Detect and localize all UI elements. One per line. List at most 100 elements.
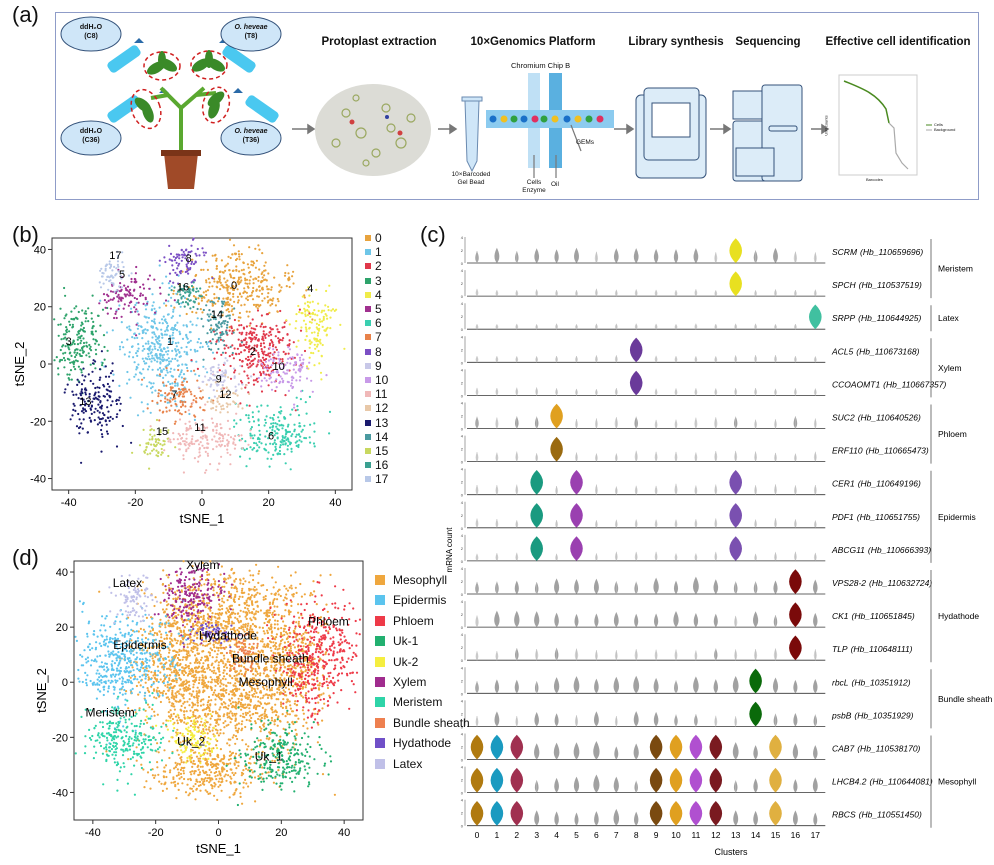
scatter-point	[242, 291, 245, 295]
scatter-point	[256, 604, 259, 607]
scatter-point	[162, 722, 165, 725]
scatter-point	[175, 292, 178, 295]
scatter-point	[80, 390, 83, 393]
scatter-point	[151, 622, 154, 625]
violin	[769, 801, 782, 826]
scatter-point	[205, 342, 208, 345]
scatter-point	[282, 337, 285, 340]
scatter-point	[191, 435, 194, 438]
scatter-point	[233, 596, 236, 599]
scatter-point	[261, 276, 264, 279]
scatter-point	[121, 271, 124, 274]
scatter-point	[213, 646, 216, 649]
plot-frame	[51, 237, 353, 491]
scatter-point	[164, 260, 167, 264]
scatter-point	[257, 410, 260, 413]
scatter-point	[110, 274, 113, 277]
violin	[613, 248, 619, 263]
scatter-point	[186, 298, 190, 301]
scatter-point	[247, 350, 251, 353]
scatter-point	[257, 650, 260, 653]
scatter-point	[255, 691, 258, 694]
scatter-point	[192, 295, 196, 298]
gene-label: RBCS (Hb_110551450)	[832, 810, 922, 820]
scatter-point	[220, 455, 223, 458]
cluster-tick-label: 6	[594, 830, 599, 840]
violin	[713, 679, 719, 694]
scatter-point	[215, 429, 218, 432]
scatter-point	[116, 295, 119, 298]
scatter-point	[173, 615, 177, 618]
scatter-point	[275, 633, 278, 636]
scatter-point	[175, 700, 178, 703]
scatter-point	[152, 320, 155, 323]
scatter-point	[265, 357, 268, 361]
scatter-point	[160, 318, 164, 321]
scatter-point	[116, 250, 119, 253]
scatter-point	[191, 565, 194, 568]
scatter-point	[176, 301, 180, 304]
scatter-point	[176, 382, 179, 385]
scatter-point	[128, 325, 131, 328]
scatter-point	[287, 389, 290, 392]
scatter-point	[282, 379, 285, 382]
scatter-point	[118, 384, 121, 387]
scatter-point	[235, 353, 238, 356]
scatter-point	[84, 375, 87, 378]
scatter-point	[144, 636, 147, 640]
scatter-point	[155, 449, 158, 452]
violin	[789, 635, 802, 661]
scatter-point	[83, 400, 86, 403]
scatter-point	[219, 336, 222, 339]
scatter-point	[104, 269, 107, 272]
scatter-point	[239, 714, 242, 717]
scatter-point	[133, 288, 136, 291]
row-y-tick-label: 0	[461, 758, 464, 763]
scatter-point	[166, 686, 169, 689]
scatter-point	[206, 289, 210, 292]
scatter-point	[182, 702, 185, 705]
scatter-point	[167, 313, 170, 316]
scatter-point	[284, 363, 287, 366]
scatter-point	[167, 340, 171, 344]
scatter-point	[221, 600, 224, 603]
scatter-point	[127, 304, 130, 307]
scatter-point	[80, 461, 83, 464]
scatter-point	[288, 323, 291, 326]
scatter-point	[281, 438, 284, 441]
legend-label: 14	[375, 429, 389, 444]
scatter-point	[252, 373, 255, 376]
scatter-point	[85, 312, 88, 315]
scatter-point	[184, 666, 187, 670]
scatter-point	[176, 639, 179, 642]
cluster-tick-label: 8	[634, 830, 639, 840]
scatter-point	[177, 299, 180, 302]
scatter-point	[137, 347, 140, 350]
scatter-point	[174, 692, 177, 695]
scatter-point	[258, 446, 261, 449]
legend-swatch	[365, 291, 371, 298]
scatter-point	[273, 439, 276, 442]
scatter-point	[272, 615, 275, 619]
scatter-point	[189, 724, 192, 727]
scatter-point	[271, 371, 274, 374]
scatter-point	[283, 274, 287, 277]
scatter-point	[277, 416, 280, 419]
scatter-point	[175, 261, 178, 264]
scatter-point	[194, 252, 197, 255]
scatter-point	[298, 439, 301, 442]
scatter-point	[329, 573, 332, 576]
scatter-point	[176, 719, 179, 722]
scatter-point	[119, 275, 122, 278]
scatter-point	[245, 447, 248, 450]
scatter-point	[237, 434, 241, 437]
scatter-point	[115, 310, 118, 313]
scatter-point	[84, 320, 87, 323]
scatter-point	[218, 583, 221, 587]
scatter-point	[209, 642, 212, 645]
violin	[530, 470, 543, 495]
scatter-point	[180, 590, 183, 593]
scatter-point	[223, 433, 226, 436]
scatter-point	[276, 598, 279, 601]
violin	[574, 812, 579, 826]
